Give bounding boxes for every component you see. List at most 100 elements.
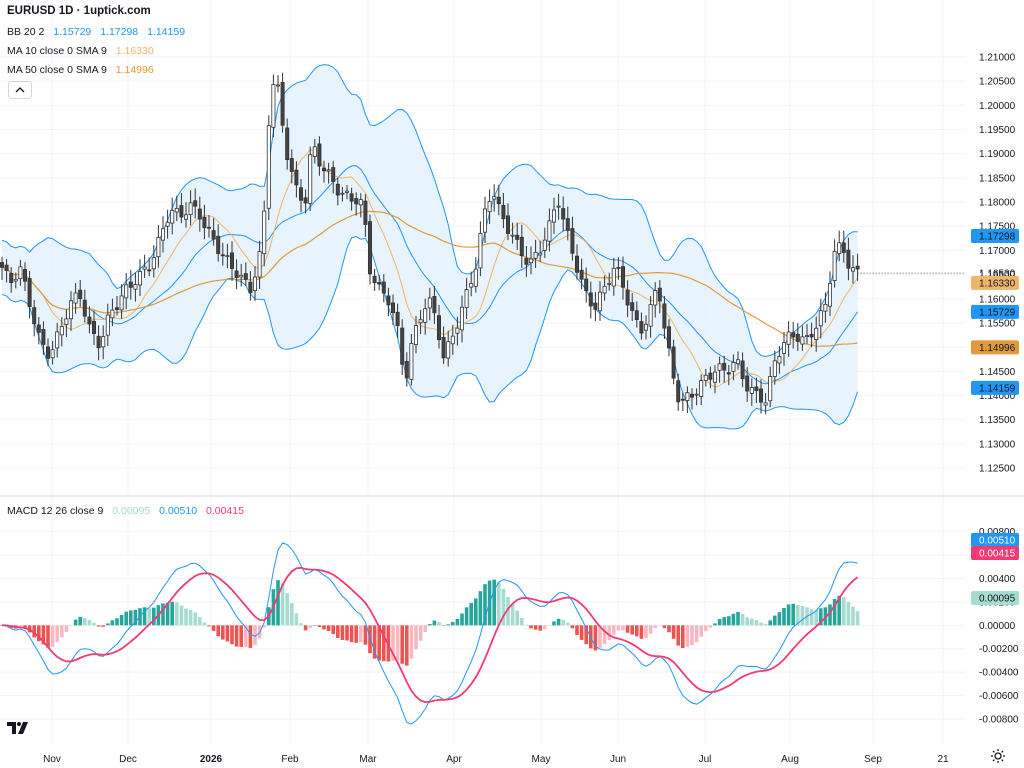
candle-body xyxy=(96,335,101,349)
candle-body xyxy=(340,192,345,195)
macd-histogram-bar xyxy=(423,625,427,633)
price-tick-label: 1.16000 xyxy=(979,294,1016,305)
candle-body xyxy=(206,226,211,229)
macd-histogram-bar xyxy=(428,623,432,626)
price-tick-label: 1.14000 xyxy=(979,391,1016,402)
candle-body xyxy=(726,372,731,375)
candle-body xyxy=(607,282,612,285)
legend-bb-v1: 1.15729 xyxy=(53,26,92,38)
price-tick-label: 1.21000 xyxy=(979,52,1016,63)
candle-body xyxy=(372,275,377,284)
macd-histogram-bar xyxy=(262,625,266,628)
price-tick-label: 1.18000 xyxy=(979,198,1016,209)
price-label-text: 1.16330 xyxy=(979,278,1016,289)
legend-macd[interactable]: MACD 12 26 close 9 0.00095 0.00510 0.004… xyxy=(7,504,250,518)
settings-gear-icon[interactable] xyxy=(990,748,1006,764)
macd-histogram-bar xyxy=(32,625,36,638)
candle-body xyxy=(377,282,382,285)
legend-bb-label: BB 20 2 xyxy=(7,26,45,38)
candle-body xyxy=(41,329,46,345)
macd-histogram-bar xyxy=(510,604,515,626)
candle-body xyxy=(667,326,672,349)
candle-body xyxy=(193,200,198,207)
candle-body xyxy=(519,236,524,257)
candle-body xyxy=(27,278,32,307)
candle-body xyxy=(832,251,837,281)
macd-histogram-bar xyxy=(855,611,860,626)
candle-body xyxy=(18,266,23,280)
candle-body xyxy=(225,255,230,258)
macd-histogram-bar xyxy=(225,625,230,642)
macd-histogram-bar xyxy=(198,617,202,626)
macd-histogram-bar xyxy=(179,605,184,626)
macd-histogram-bar xyxy=(529,625,533,629)
macd-histogram-bar xyxy=(147,608,151,626)
candle-body xyxy=(179,205,184,218)
time-axis[interactable]: Nov Dec 2026 Feb Mar Apr May Jun Jul Aug Sep 21 xyxy=(43,754,949,765)
macd-histogram-bar xyxy=(23,625,27,629)
macd-histogram-bar xyxy=(602,625,607,645)
candle-body xyxy=(381,281,386,294)
macd-histogram-bar xyxy=(483,584,487,626)
macd-histogram-bar xyxy=(639,625,644,639)
macd-histogram-bar xyxy=(819,608,823,626)
macd-histogram-bar xyxy=(455,618,460,626)
macd-histogram-bar xyxy=(234,625,239,647)
signal-line xyxy=(1,566,859,704)
candle-body xyxy=(170,210,175,224)
macd-histogram-bar xyxy=(662,625,667,629)
legend-bb[interactable]: BB 20 2 1.15729 1.17298 1.14159 xyxy=(7,25,191,39)
macd-histogram-bar xyxy=(694,625,699,643)
price-axis[interactable]: 1.21000 1.20500 1.20000 1.19500 1.19000 1.185… xyxy=(971,52,1019,475)
candle-body xyxy=(188,202,193,216)
candle-body xyxy=(648,304,653,327)
tradingview-logo-icon[interactable] xyxy=(6,718,30,738)
candle-body xyxy=(344,190,349,193)
macd-histogram-bar xyxy=(354,625,358,643)
legend-ma50-value: 1.14996 xyxy=(115,64,154,76)
macd-histogram-bar xyxy=(837,595,841,626)
candle-body xyxy=(239,274,244,278)
collapse-legend-button[interactable] xyxy=(8,81,32,99)
macd-axis[interactable]: 0.008000.006000.004000.002000.00000-0.00… xyxy=(971,527,1019,725)
candle-body xyxy=(390,302,395,313)
candle-body xyxy=(363,200,368,225)
macd-histogram-bar xyxy=(800,605,805,626)
candle-body xyxy=(36,324,41,333)
candle-body xyxy=(455,327,460,334)
candle-body xyxy=(275,84,280,87)
legend-ma10[interactable]: MA 10 close 0 SMA 9 1.16330 xyxy=(7,44,160,58)
macd-histogram-bar xyxy=(515,610,519,626)
candle-body xyxy=(745,375,750,392)
macd-histogram-bar xyxy=(460,613,464,626)
price-label-bg xyxy=(971,275,1019,290)
macd-histogram-bar xyxy=(276,580,280,626)
macd-histogram-bar xyxy=(676,625,680,646)
macd-label-tag: 0.00510 xyxy=(971,533,1019,547)
candle-body xyxy=(469,283,474,288)
price-label-text: 1.15729 xyxy=(979,307,1016,318)
macd-histogram-bar xyxy=(368,625,372,654)
macd-histogram-bar xyxy=(704,625,708,632)
macd-histogram-bar xyxy=(524,624,529,626)
candle-body xyxy=(575,255,580,273)
price-tick-label: 1.16500 xyxy=(979,270,1016,281)
macd-histogram-bar xyxy=(607,625,611,641)
candle-body xyxy=(496,196,501,205)
candle-body xyxy=(133,284,138,290)
price-label-tag: 1.16530 xyxy=(979,269,1016,280)
candle-body xyxy=(703,374,708,381)
macd-histogram-bar xyxy=(644,625,648,639)
macd-histogram-bar xyxy=(593,625,598,651)
legend-ma50[interactable]: MA 50 close 0 SMA 9 1.14996 xyxy=(7,63,160,77)
candle-body xyxy=(160,228,165,241)
macd-histogram-bar xyxy=(345,625,349,641)
macd-histogram-bar xyxy=(69,625,73,626)
candle-body xyxy=(124,284,129,299)
legend-bb-v2: 1.17298 xyxy=(100,26,139,38)
candle-body xyxy=(542,239,547,251)
macd-histogram-bar xyxy=(331,625,335,635)
macd-histogram-bar xyxy=(119,615,124,626)
candle-body xyxy=(584,278,589,292)
